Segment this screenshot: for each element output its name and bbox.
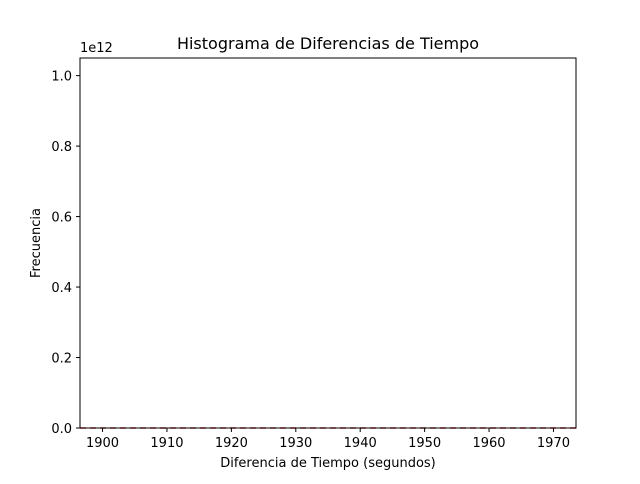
y-tick-label: 0.4: [51, 281, 72, 296]
y-axis-label: Frecuencia: [29, 208, 44, 278]
y-axis-offset-text: 1e12: [80, 41, 113, 56]
x-tick-label: 1970: [537, 436, 570, 451]
x-tick-label: 1920: [215, 436, 248, 451]
x-tick-label: 1960: [472, 436, 505, 451]
y-axis-ticks: 0.0 0.2 0.4 0.6 0.8 1.0: [51, 70, 80, 437]
y-tick-label: 1.0: [51, 70, 72, 85]
plot-area: [80, 58, 576, 428]
x-tick-label: 1940: [344, 436, 377, 451]
y-tick-label: 0.6: [51, 211, 72, 226]
x-axis-ticks: 1900 1910 1920 1930 1940 1950 1960 1970: [86, 428, 570, 451]
x-tick-label: 1950: [408, 436, 441, 451]
x-tick-label: 1900: [86, 436, 119, 451]
x-axis-label: Diferencia de Tiempo (segundos): [220, 456, 436, 471]
y-tick-label: 0.2: [51, 352, 72, 367]
y-tick-label: 0.0: [51, 422, 72, 437]
x-tick-label: 1930: [279, 436, 312, 451]
y-tick-label: 0.8: [51, 140, 72, 155]
x-tick-label: 1910: [150, 436, 183, 451]
chart-title: Histograma de Diferencias de Tiempo: [177, 34, 479, 53]
plot-frame: [79, 57, 577, 429]
